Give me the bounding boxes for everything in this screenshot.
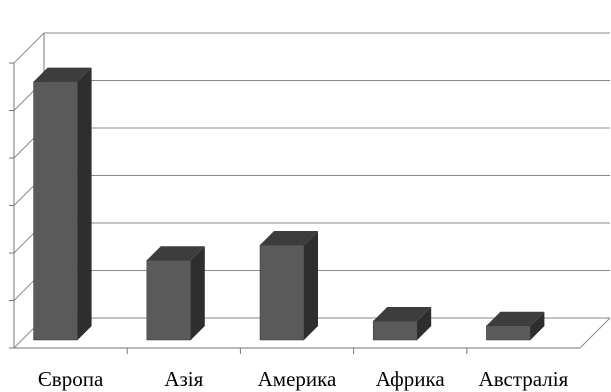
x-tick-label: Австралія [479, 367, 569, 391]
x-tick-label: Європа [38, 367, 104, 391]
bar-top [486, 311, 545, 326]
bar-side [304, 231, 318, 340]
x-tick-label: Америка [258, 367, 337, 391]
bar-side [417, 307, 432, 340]
x-tick-label: Африка [376, 367, 446, 391]
bar-side [530, 311, 545, 340]
bar [372, 320, 418, 341]
bar-side [77, 67, 92, 340]
gridline-side [13, 32, 45, 64]
bar-top [373, 307, 432, 321]
bar [146, 259, 192, 341]
bar-top [33, 67, 92, 82]
x-tick-label: Азія [164, 367, 203, 391]
bar [486, 325, 531, 341]
floor-right-edge [579, 317, 611, 349]
bar [33, 81, 78, 341]
bar [259, 244, 305, 341]
bar-side [190, 246, 205, 340]
bar-top [146, 246, 205, 261]
bar-top [260, 231, 318, 245]
